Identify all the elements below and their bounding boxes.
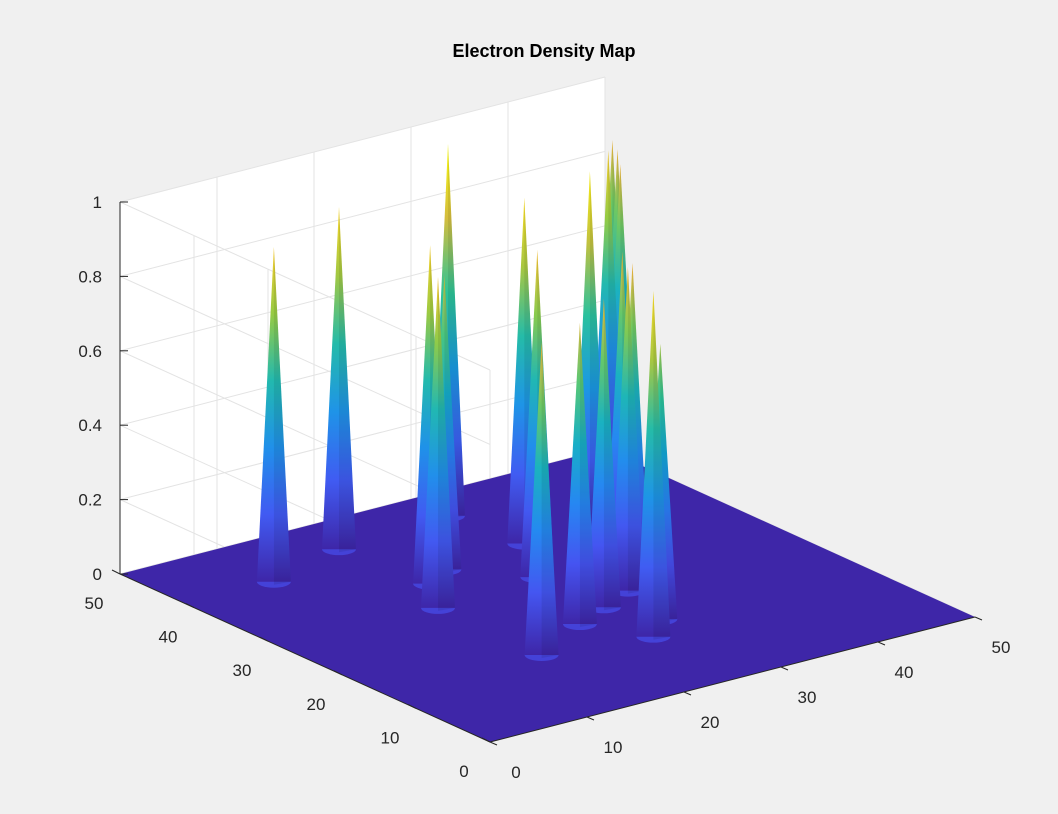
z-tick-label: 0: [93, 565, 102, 584]
peak: [524, 342, 559, 661]
y-tick-label: 40: [159, 628, 178, 647]
x-tick-label: 50: [992, 638, 1011, 657]
y-tick-mark: [259, 636, 269, 642]
peak-shade: [627, 266, 645, 594]
x-tick-label: 40: [895, 663, 914, 682]
peak-shade: [273, 246, 291, 585]
y-tick-mark: [333, 670, 343, 676]
tick-marks: [111, 201, 983, 746]
y-axis-line: [119, 573, 491, 743]
z-tick-label: 0.4: [78, 416, 102, 435]
x-tick-label: 30: [798, 688, 817, 707]
y-tick-mark: [185, 603, 195, 609]
y-tick-label: 20: [307, 695, 326, 714]
peak-spike: [322, 206, 356, 550]
tick-labels: 0 10 20 30 40 50 0 10 20 30 40 50 0 0.2 0.4 0.6 0.8 1: [78, 193, 1010, 782]
x-tick-mark: [780, 666, 789, 671]
axis-lines: [119, 202, 976, 743]
peak-shade: [339, 206, 356, 553]
y-tick-mark: [407, 703, 417, 709]
z-tick-label: 1: [93, 193, 102, 212]
x-tick-label: 10: [604, 738, 623, 757]
x-tick-label: 0: [511, 763, 520, 782]
y-tick-mark: [481, 737, 491, 743]
surface-plot: [120, 139, 975, 742]
peak: [256, 246, 291, 588]
peak-spike: [256, 246, 291, 582]
grid-line-z-right: [119, 76, 606, 203]
peak: [322, 206, 356, 556]
chart-title: Electron Density Map: [452, 41, 635, 61]
peak-spike: [610, 266, 645, 591]
peak-spike: [524, 342, 559, 655]
peak: [562, 322, 597, 631]
x-tick-label: 20: [701, 713, 720, 732]
x-tick-mark: [974, 616, 983, 621]
y-tick-label: 50: [85, 594, 104, 613]
peak-spike: [562, 322, 597, 624]
grid-line-z-right: [119, 150, 606, 277]
z-tick-label: 0.6: [78, 342, 102, 361]
y-tick-mark: [111, 569, 121, 575]
x-tick-mark: [683, 691, 692, 696]
y-tick-label: 0: [459, 762, 468, 781]
peak-shade: [438, 276, 455, 611]
peak: [421, 276, 455, 614]
peak-spike: [421, 276, 455, 608]
x-axis-line: [489, 616, 976, 743]
peak-shade: [579, 322, 597, 627]
y-tick-label: 10: [381, 728, 400, 747]
peak-shade: [541, 342, 559, 658]
peak-shade: [603, 298, 621, 611]
peak-spike: [586, 298, 621, 608]
x-tick-mark: [877, 641, 886, 646]
peak-shade: [653, 290, 671, 640]
y-tick-label: 30: [233, 661, 252, 680]
peak: [636, 290, 671, 643]
x-tick-mark: [489, 741, 498, 746]
right-back-wall: [120, 77, 605, 574]
peak-spike: [636, 290, 671, 637]
z-tick-label: 0.8: [78, 267, 102, 286]
x-tick-mark: [586, 716, 595, 721]
z-tick-label: 0.2: [78, 491, 102, 510]
